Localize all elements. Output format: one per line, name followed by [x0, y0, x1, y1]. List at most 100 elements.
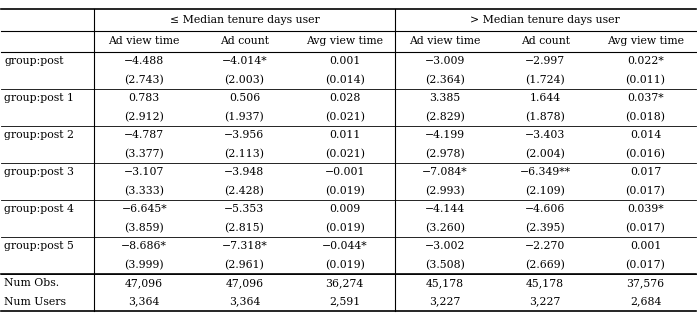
Text: 3,227: 3,227	[429, 297, 461, 306]
Text: (0.018): (0.018)	[625, 111, 666, 122]
Text: (2.428): (2.428)	[224, 186, 264, 196]
Text: −4.199: −4.199	[425, 130, 465, 140]
Text: −3.403: −3.403	[525, 130, 565, 140]
Text: −0.001: −0.001	[325, 167, 365, 177]
Text: (0.019): (0.019)	[325, 259, 365, 270]
Text: (0.019): (0.019)	[325, 186, 365, 196]
Text: Num Users: Num Users	[4, 297, 66, 306]
Text: (3.333): (3.333)	[124, 186, 164, 196]
Text: 0.028: 0.028	[329, 93, 360, 103]
Text: (2.743): (2.743)	[124, 74, 164, 85]
Text: −4.488: −4.488	[124, 56, 164, 66]
Text: (2.113): (2.113)	[224, 149, 264, 159]
Text: −3.956: −3.956	[224, 130, 265, 140]
Text: (0.017): (0.017)	[625, 223, 666, 233]
Text: 0.001: 0.001	[329, 56, 360, 66]
Text: 0.014: 0.014	[630, 130, 661, 140]
Text: 0.022*: 0.022*	[627, 56, 664, 66]
Text: (0.017): (0.017)	[625, 259, 666, 270]
Text: (0.021): (0.021)	[325, 111, 365, 122]
Text: (0.021): (0.021)	[325, 149, 365, 159]
Text: −2.997: −2.997	[525, 56, 565, 66]
Text: 45,178: 45,178	[526, 278, 565, 288]
Text: −8.686*: −8.686*	[121, 241, 167, 251]
Text: (3.508): (3.508)	[425, 259, 465, 270]
Text: 2,684: 2,684	[630, 297, 661, 306]
Text: group:post 3: group:post 3	[4, 167, 74, 177]
Text: −4.014*: −4.014*	[222, 56, 267, 66]
Text: (0.017): (0.017)	[625, 186, 666, 196]
Text: (2.003): (2.003)	[224, 74, 264, 85]
Text: −3.107: −3.107	[124, 167, 164, 177]
Text: (2.993): (2.993)	[425, 186, 465, 196]
Text: −7.084*: −7.084*	[422, 167, 468, 177]
Text: 0.506: 0.506	[229, 93, 260, 103]
Text: (1.724): (1.724)	[526, 74, 565, 85]
Text: (0.011): (0.011)	[625, 74, 666, 85]
Text: (2.815): (2.815)	[224, 223, 264, 233]
Text: (2.829): (2.829)	[425, 111, 465, 122]
Text: −0.044*: −0.044*	[322, 241, 367, 251]
Text: 47,096: 47,096	[225, 278, 263, 288]
Text: (1.937): (1.937)	[224, 111, 264, 122]
Text: 3.385: 3.385	[429, 93, 461, 103]
Text: 36,274: 36,274	[325, 278, 364, 288]
Text: > Median tenure days user: > Median tenure days user	[470, 15, 620, 25]
Text: (0.014): (0.014)	[325, 74, 365, 85]
Text: (0.016): (0.016)	[625, 149, 666, 159]
Text: 45,178: 45,178	[426, 278, 464, 288]
Text: 37,576: 37,576	[627, 278, 664, 288]
Text: 0.783: 0.783	[128, 93, 160, 103]
Text: (3.377): (3.377)	[124, 149, 164, 159]
Text: 3,364: 3,364	[229, 297, 260, 306]
Text: group:post: group:post	[4, 56, 63, 66]
Text: 1.644: 1.644	[530, 93, 561, 103]
Text: −4.787: −4.787	[124, 130, 164, 140]
Text: 0.017: 0.017	[630, 167, 661, 177]
Text: Ad count: Ad count	[220, 36, 269, 46]
Text: 0.001: 0.001	[630, 241, 661, 251]
Text: 47,096: 47,096	[125, 278, 163, 288]
Text: (2.109): (2.109)	[526, 186, 565, 196]
Text: Ad view time: Ad view time	[109, 36, 180, 46]
Text: (2.364): (2.364)	[425, 74, 465, 85]
Text: 0.037*: 0.037*	[627, 93, 664, 103]
Text: (2.004): (2.004)	[526, 149, 565, 159]
Text: −5.353: −5.353	[224, 204, 265, 214]
Text: 0.011: 0.011	[329, 130, 360, 140]
Text: −3.948: −3.948	[224, 167, 265, 177]
Text: (3.859): (3.859)	[124, 223, 164, 233]
Text: Num Obs.: Num Obs.	[4, 278, 59, 288]
Text: 3,364: 3,364	[128, 297, 160, 306]
Text: −6.645*: −6.645*	[121, 204, 167, 214]
Text: group:post 1: group:post 1	[4, 93, 74, 103]
Text: −4.144: −4.144	[425, 204, 465, 214]
Text: (2.395): (2.395)	[526, 223, 565, 233]
Text: Avg view time: Avg view time	[607, 36, 684, 46]
Text: 0.039*: 0.039*	[627, 204, 664, 214]
Text: −3.009: −3.009	[424, 56, 465, 66]
Text: 2,591: 2,591	[329, 297, 360, 306]
Text: −3.002: −3.002	[424, 241, 465, 251]
Text: (3.999): (3.999)	[124, 259, 164, 270]
Text: (1.878): (1.878)	[526, 111, 565, 122]
Text: (0.019): (0.019)	[325, 223, 365, 233]
Text: (2.669): (2.669)	[526, 259, 565, 270]
Text: −7.318*: −7.318*	[222, 241, 268, 251]
Text: Ad count: Ad count	[521, 36, 569, 46]
Text: −2.270: −2.270	[525, 241, 565, 251]
Text: 0.009: 0.009	[329, 204, 360, 214]
Text: (3.260): (3.260)	[425, 223, 465, 233]
Text: (2.961): (2.961)	[224, 259, 264, 270]
Text: group:post 2: group:post 2	[4, 130, 74, 140]
Text: ≤ Median tenure days user: ≤ Median tenure days user	[169, 15, 319, 25]
Text: −6.349**: −6.349**	[520, 167, 571, 177]
Text: Ad view time: Ad view time	[409, 36, 481, 46]
Text: group:post 4: group:post 4	[4, 204, 74, 214]
Text: (2.978): (2.978)	[425, 149, 465, 159]
Text: group:post 5: group:post 5	[4, 241, 74, 251]
Text: −4.606: −4.606	[525, 204, 565, 214]
Text: 3,227: 3,227	[530, 297, 561, 306]
Text: (2.912): (2.912)	[124, 111, 164, 122]
Text: Avg view time: Avg view time	[306, 36, 383, 46]
